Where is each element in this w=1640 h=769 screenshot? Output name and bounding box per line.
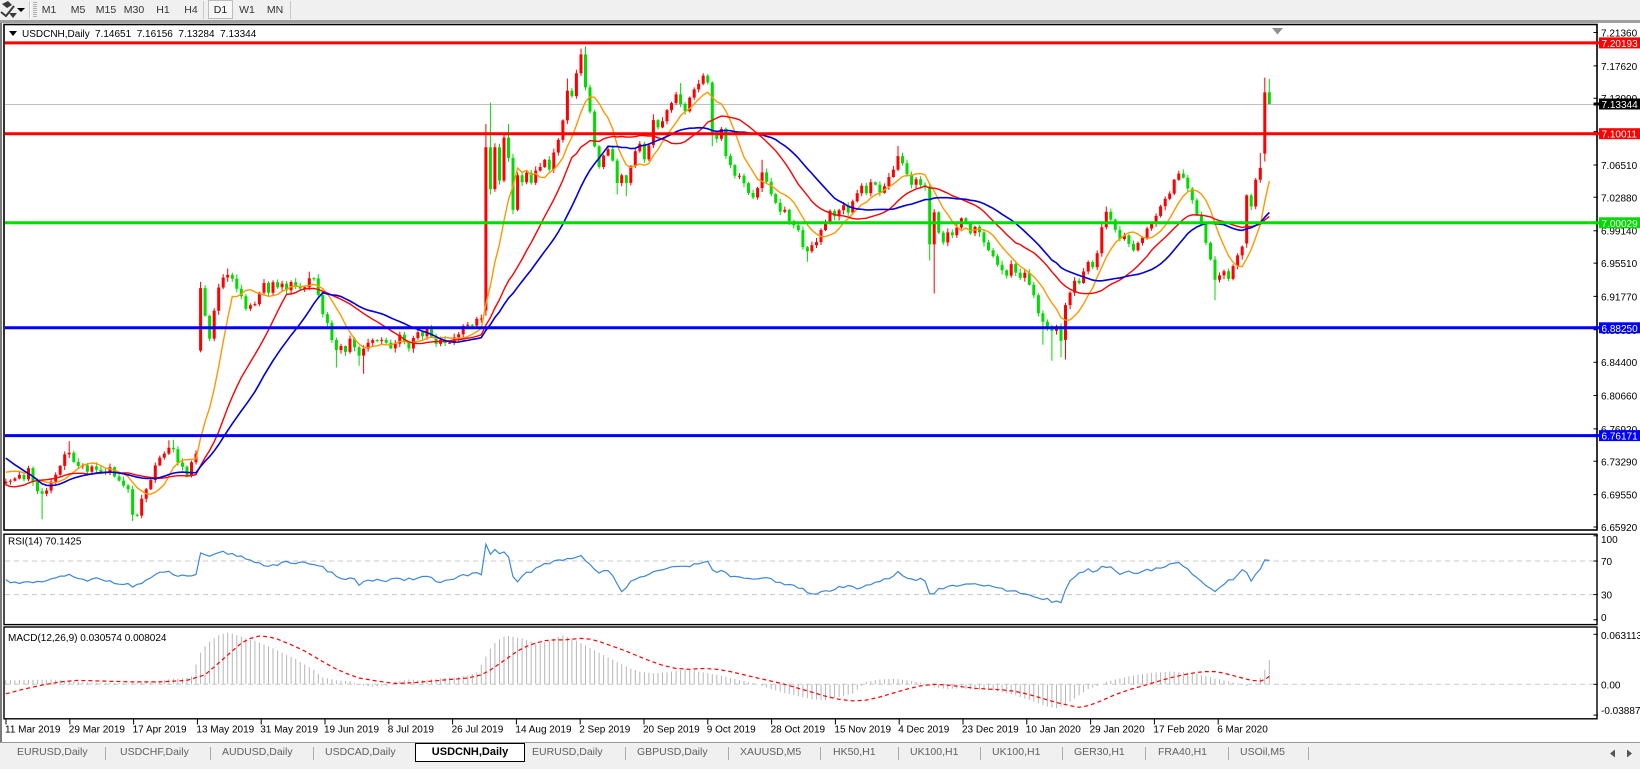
svg-text:17 Feb 2020: 17 Feb 2020	[1153, 725, 1210, 736]
svg-text:7.00029: 7.00029	[1602, 219, 1639, 230]
svg-text:7.13344: 7.13344	[1602, 100, 1639, 111]
svg-text:MACD(12,26,9) 0.030574 0.00802: MACD(12,26,9) 0.030574 0.008024	[8, 633, 167, 644]
svg-text:11 Mar 2019: 11 Mar 2019	[5, 725, 61, 736]
svg-text:6.91770: 6.91770	[1601, 292, 1638, 303]
svg-text:17 Apr 2019: 17 Apr 2019	[133, 725, 187, 736]
svg-text:9 Oct 2019: 9 Oct 2019	[707, 725, 756, 736]
svg-text:RSI(14) 70.1425: RSI(14) 70.1425	[8, 537, 82, 548]
svg-text:6.95510: 6.95510	[1601, 259, 1638, 270]
svg-text:7.06510: 7.06510	[1601, 161, 1638, 172]
svg-text:6.99140: 6.99140	[1601, 227, 1638, 238]
svg-text:28 Oct 2019: 28 Oct 2019	[771, 725, 826, 736]
svg-text:7.10011: 7.10011	[1602, 130, 1638, 141]
svg-text:7.21360: 7.21360	[1601, 29, 1638, 40]
svg-text:0: 0	[1601, 613, 1607, 624]
svg-text:6.69550: 6.69550	[1601, 491, 1638, 502]
svg-text:15 Nov 2019: 15 Nov 2019	[834, 725, 891, 736]
svg-text:6 Mar 2020: 6 Mar 2020	[1217, 725, 1268, 736]
svg-text:4 Dec 2019: 4 Dec 2019	[898, 725, 950, 736]
svg-text:26 Jul 2019: 26 Jul 2019	[452, 725, 504, 736]
svg-text:0.00: 0.00	[1601, 680, 1621, 691]
svg-text:10 Jan 2020: 10 Jan 2020	[1026, 725, 1081, 736]
svg-text:-0.038872: -0.038872	[1601, 706, 1640, 717]
svg-text:13 May 2019: 13 May 2019	[196, 725, 254, 736]
svg-text:70: 70	[1601, 557, 1613, 568]
svg-text:6.84400: 6.84400	[1601, 358, 1638, 369]
svg-text:0.063113: 0.063113	[1601, 631, 1640, 642]
svg-text:6.88250: 6.88250	[1602, 324, 1639, 335]
svg-text:7.20193: 7.20193	[1602, 39, 1639, 50]
svg-text:7.14651 7.16156 7.13284 7.1: 7.14651 7.16156 7.13284 7.13344	[95, 29, 257, 40]
svg-text:7.02880: 7.02880	[1601, 193, 1638, 204]
svg-text:100: 100	[1601, 535, 1618, 546]
svg-text:USDCNH,Daily: USDCNH,Daily	[22, 29, 90, 40]
svg-text:20 Sep 2019: 20 Sep 2019	[643, 725, 700, 736]
svg-text:31 May 2019: 31 May 2019	[260, 725, 318, 736]
svg-text:2 Sep 2019: 2 Sep 2019	[579, 725, 631, 736]
svg-text:6.65920: 6.65920	[1601, 523, 1638, 534]
svg-text:8 Jul 2019: 8 Jul 2019	[388, 725, 435, 736]
svg-text:6.80660: 6.80660	[1601, 392, 1638, 403]
svg-text:29 Mar 2019: 29 Mar 2019	[69, 725, 126, 736]
svg-text:29 Jan 2020: 29 Jan 2020	[1090, 725, 1145, 736]
svg-text:23 Dec 2019: 23 Dec 2019	[962, 725, 1019, 736]
svg-text:19 Jun 2019: 19 Jun 2019	[324, 725, 379, 736]
svg-text:14 Aug 2019: 14 Aug 2019	[515, 725, 572, 736]
svg-text:30: 30	[1601, 591, 1613, 602]
svg-text:7.17620: 7.17620	[1601, 62, 1638, 73]
svg-text:6.76171: 6.76171	[1602, 432, 1639, 443]
svg-text:6.73290: 6.73290	[1601, 457, 1638, 468]
